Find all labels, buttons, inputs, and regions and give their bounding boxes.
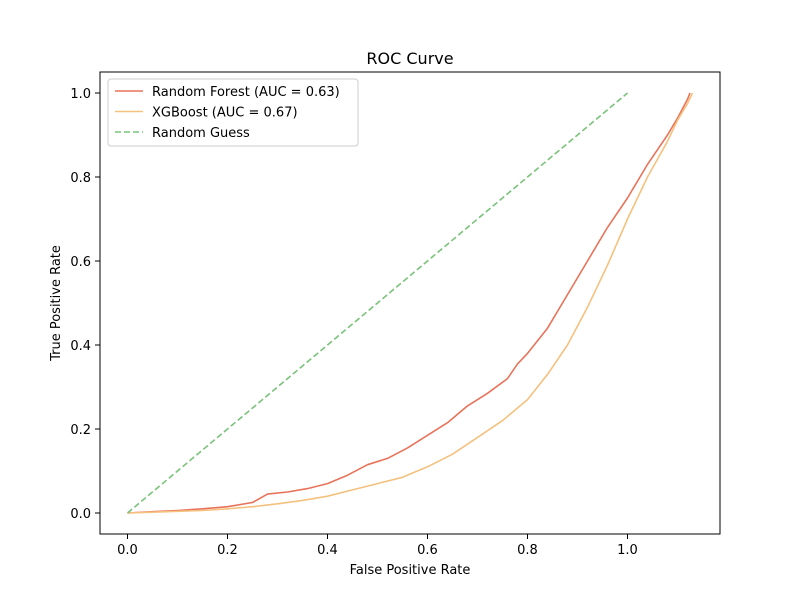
series-line-2 — [126, 92, 629, 514]
y-tick-label: 0.0 — [70, 507, 91, 522]
x-tick-label: 0.2 — [217, 543, 238, 558]
plot-area — [100, 72, 720, 534]
y-tick-label: 0.4 — [70, 339, 91, 354]
legend-label-2: Random Guess — [152, 126, 250, 141]
series-layer — [126, 92, 694, 514]
x-tick-label: 1.0 — [617, 543, 638, 558]
x-axis: 0.0 0.2 0.4 0.6 0.8 1.0 — [117, 534, 638, 558]
chart-title: ROC Curve — [366, 49, 453, 68]
y-tick-label: 0.8 — [70, 171, 91, 186]
series-line-1 — [127, 92, 694, 514]
legend-label-1: XGBoost (AUC = 0.67) — [152, 106, 298, 121]
x-tick-label: 0.8 — [517, 543, 538, 558]
y-tick-label: 0.2 — [70, 423, 91, 438]
plot-frame — [99, 71, 721, 535]
legend-label-0: Random Forest (AUC = 0.63) — [152, 85, 340, 100]
x-axis-label: False Positive Rate — [350, 563, 471, 578]
y-axis: 0.0 0.2 0.4 0.6 0.8 1.0 — [70, 87, 100, 522]
legend: Random Forest (AUC = 0.63) XGBoost (AUC =… — [107, 78, 359, 147]
x-tick-label: 0.6 — [417, 543, 438, 558]
series-line-0 — [127, 92, 691, 514]
y-tick-label: 1.0 — [70, 87, 91, 102]
x-tick-label: 0.0 — [117, 543, 138, 558]
legend-box — [107, 78, 359, 147]
y-axis-label: True Positive Rate — [49, 245, 64, 362]
y-tick-label: 0.6 — [70, 255, 91, 270]
x-tick-label: 0.4 — [317, 543, 338, 558]
